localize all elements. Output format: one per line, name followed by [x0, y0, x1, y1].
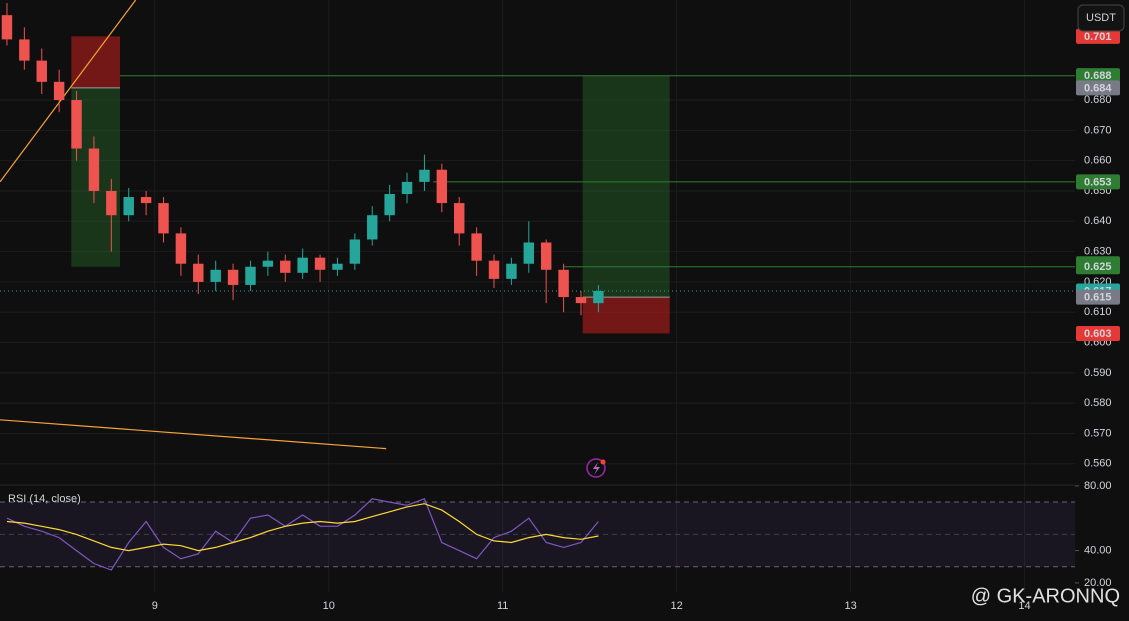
- y-tick-label: 0.570: [1084, 427, 1112, 439]
- alert-bolt: [593, 462, 600, 475]
- candle-body: [88, 148, 100, 191]
- trend-line: [0, 419, 387, 450]
- y-tick-label: 0.560: [1084, 458, 1112, 470]
- position-loss: [71, 36, 121, 88]
- price-tag: [1076, 174, 1120, 190]
- y-tick-label: 0.640: [1084, 215, 1112, 227]
- y-tick-label: 0.580: [1084, 397, 1112, 409]
- candle-body: [245, 266, 256, 285]
- y-tick-label: 0.630: [1084, 246, 1112, 258]
- candle-body: [1, 15, 13, 40]
- candle-body: [419, 169, 430, 182]
- y-tick-label: 0.610: [1084, 306, 1112, 318]
- x-tick-label: 10: [323, 600, 335, 612]
- x-tick-label: 9: [152, 600, 158, 612]
- trend-line: [0, 0, 137, 183]
- rsi-tick-label: 80.00: [1084, 480, 1112, 492]
- candle-body: [158, 203, 169, 234]
- candle-body: [523, 242, 535, 264]
- x-tick-label: 13: [844, 600, 856, 612]
- watermark: @ GK-ARONNQ: [971, 585, 1120, 607]
- candle-body: [210, 269, 221, 282]
- candle-body: [19, 39, 30, 61]
- rsi-band: [0, 502, 1075, 567]
- rsi-line: [6, 498, 599, 571]
- y-tick-label: 0.590: [1084, 367, 1112, 379]
- x-tick-label: 11: [497, 600, 508, 612]
- rsi-title: RSI (14, close): [8, 493, 81, 505]
- plot: 9 10 11 12 13 140.5600.5700.5800.5900.6000.61…: [0, 0, 1120, 612]
- candle-body: [471, 233, 482, 261]
- alert-dot: [600, 459, 606, 465]
- candle-body: [332, 263, 343, 270]
- price-tag: [1076, 325, 1120, 341]
- x-tick-label: 12: [671, 600, 683, 612]
- rsi-line: [6, 503, 599, 552]
- price-tag-label: 0.615: [1084, 291, 1112, 303]
- rsi-tick-label: 40.00: [1084, 544, 1112, 556]
- candle-body: [488, 260, 500, 279]
- candle-body: [593, 291, 604, 304]
- candle-body: [540, 242, 552, 270]
- candle-body: [297, 257, 308, 273]
- candle-body: [575, 297, 587, 304]
- price-tag-label: 0.625: [1084, 261, 1112, 273]
- candle-body: [262, 260, 274, 267]
- candle-body: [280, 260, 291, 273]
- price-tag: [1076, 68, 1120, 84]
- price-tag: [1076, 28, 1120, 44]
- currency-button[interactable]: [1077, 4, 1125, 32]
- candle-body: [436, 169, 448, 204]
- x-tick-label: 14: [1018, 600, 1030, 612]
- price-tag-label: 0.701: [1084, 31, 1112, 43]
- candle-body: [401, 181, 413, 194]
- candle-body: [384, 194, 395, 216]
- rsi-tick-label: 20.00: [1084, 577, 1112, 589]
- candle-body: [314, 257, 326, 270]
- candle-body: [506, 263, 517, 279]
- candle-body: [175, 233, 187, 264]
- candle-body: [36, 60, 47, 82]
- price-tag: [1076, 259, 1120, 275]
- candle-body: [349, 239, 361, 264]
- price-tag: [1076, 289, 1120, 305]
- price-tag-label: 0.684: [1084, 82, 1112, 94]
- alert-icon[interactable]: [586, 458, 606, 478]
- y-tick-label: 0.680: [1084, 94, 1112, 106]
- price-tag: [1076, 80, 1120, 96]
- position-profit: [582, 75, 670, 298]
- candle-body: [71, 100, 82, 149]
- candle-body: [123, 197, 134, 216]
- price-tag-label: 0.653: [1084, 176, 1112, 188]
- candle-body: [367, 215, 378, 240]
- candle-body: [193, 263, 204, 282]
- candle-body: [140, 197, 152, 204]
- candle-body: [454, 203, 465, 234]
- candle-body: [53, 81, 65, 101]
- y-tick-label: 0.670: [1084, 124, 1112, 136]
- price-tag-label: 0.603: [1084, 328, 1112, 340]
- y-tick-label: 0.660: [1084, 155, 1112, 167]
- candle-body: [227, 269, 239, 285]
- candle-body: [106, 190, 117, 216]
- candle-body: [558, 269, 569, 298]
- price-tag-label: 0.688: [1084, 70, 1112, 82]
- currency[interactable]: USDT: [1086, 12, 1116, 24]
